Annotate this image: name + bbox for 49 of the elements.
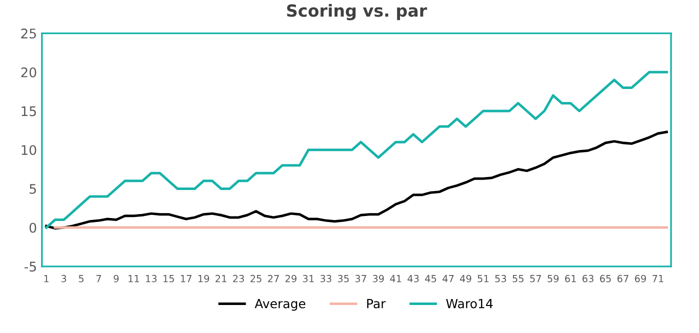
x-tick-label: 25 [250,274,262,282]
x-tick-label: 57 [530,275,541,282]
y-tick-label: 20 [21,67,36,78]
x-tick-label: 19 [198,274,210,282]
x-tick-label: 23 [233,274,244,282]
x-tick-label: 17 [180,275,192,282]
x-tick-label: 47 [442,275,454,282]
x-tick-label: 63 [582,274,594,282]
x-tick-label: 65 [600,274,611,282]
y-tick-label: 10 [22,145,36,156]
x-tick-label: 13 [146,274,157,282]
x-tick-label: 55 [512,275,524,282]
x-tick-label: 9 [114,274,119,282]
y-tick-label: 25 [21,28,36,38]
x-tick-label: 41 [390,275,402,282]
x-tick-label: 39 [372,274,384,282]
x-tick-label: 51 [478,275,488,282]
legend-label: Waro14 [446,299,493,308]
x-tick-label: 29 [285,274,296,282]
x-tick-label: 71 [652,275,664,282]
x-tick-label: 49 [460,274,472,282]
y-tick-label: -5 [24,262,36,272]
x-tick-label: 69 [634,274,646,282]
x-tick-label: 21 [216,274,226,282]
x-tick-label: 31 [302,274,314,282]
x-tick-label: 53 [495,274,506,282]
x-tick-label: 37 [355,274,366,282]
x-tick-label: 5 [78,275,84,282]
x-tick-label: 45 [425,275,436,282]
x-tick-label: 59 [548,274,559,282]
x-tick-label: 11 [128,275,139,282]
x-tick-label: 15 [164,275,174,282]
x-tick-label: 35 [338,274,349,282]
x-tick-label: 61 [565,274,576,282]
x-tick-label: 67 [617,274,628,282]
line-series [45,70,668,229]
y-tick-label: 15 [22,106,36,116]
x-tick-label: 43 [408,274,419,282]
x-tick-label: 1 [44,275,49,282]
y-tick-label: 5 [30,184,36,194]
x-tick-label: 3 [61,274,66,282]
x-tick-label: 33 [320,274,332,282]
line-series [45,130,668,230]
x-tick-label: 7 [96,275,101,282]
legend-label: Average [254,299,306,311]
y-tick-label: 0 [30,222,36,233]
legend-label: Par [367,299,386,308]
x-tick-label: 27 [268,274,279,282]
chart-title: Scoring vs. par [287,4,428,20]
